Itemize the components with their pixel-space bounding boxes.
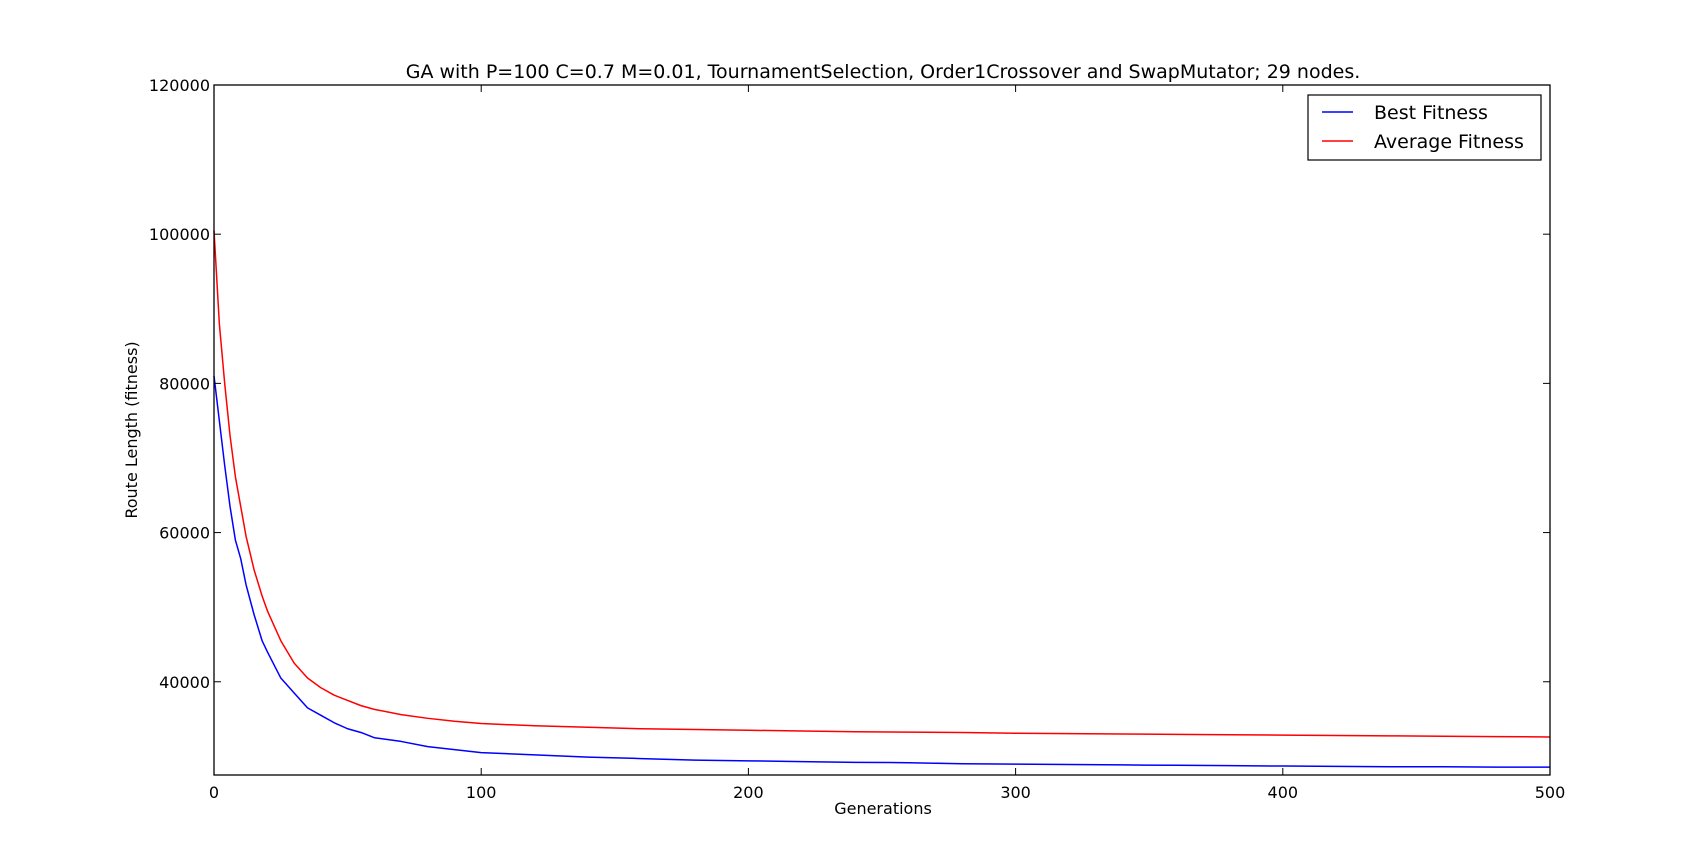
x-tick-label: 0	[209, 783, 219, 802]
chart-title: GA with P=100 C=0.7 M=0.01, TournamentSe…	[406, 61, 1361, 83]
x-tick-label: 200	[733, 783, 764, 802]
y-axis-ticks: 40000 60000 80000 100000 120000	[149, 76, 1550, 692]
x-tick-label: 300	[1000, 783, 1031, 802]
series-line-best-fitness	[213, 375, 1550, 768]
legend: Best Fitness Average Fitness	[1307, 94, 1542, 161]
plot-frame	[213, 84, 1551, 776]
x-axis-ticks: 0 100 200 300 400 500	[209, 85, 1565, 802]
y-tick-label: 100000	[149, 225, 210, 244]
y-tick-label: 80000	[159, 374, 210, 393]
y-tick-label: 40000	[159, 673, 210, 692]
legend-box	[1307, 94, 1542, 161]
y-axis-label: Route Length (fitness)	[122, 341, 141, 518]
x-tick-label: 500	[1535, 783, 1566, 802]
x-tick-label: 400	[1268, 783, 1299, 802]
x-axis-label: Generations	[834, 799, 932, 818]
legend-label-average-fitness: Average Fitness	[1374, 131, 1524, 153]
series-layer	[213, 230, 1551, 768]
legend-label-best-fitness: Best Fitness	[1374, 102, 1488, 124]
series-line-average-fitness	[213, 230, 1551, 738]
x-tick-label: 100	[466, 783, 497, 802]
y-tick-label: 120000	[149, 76, 210, 95]
y-tick-label: 60000	[159, 524, 210, 543]
